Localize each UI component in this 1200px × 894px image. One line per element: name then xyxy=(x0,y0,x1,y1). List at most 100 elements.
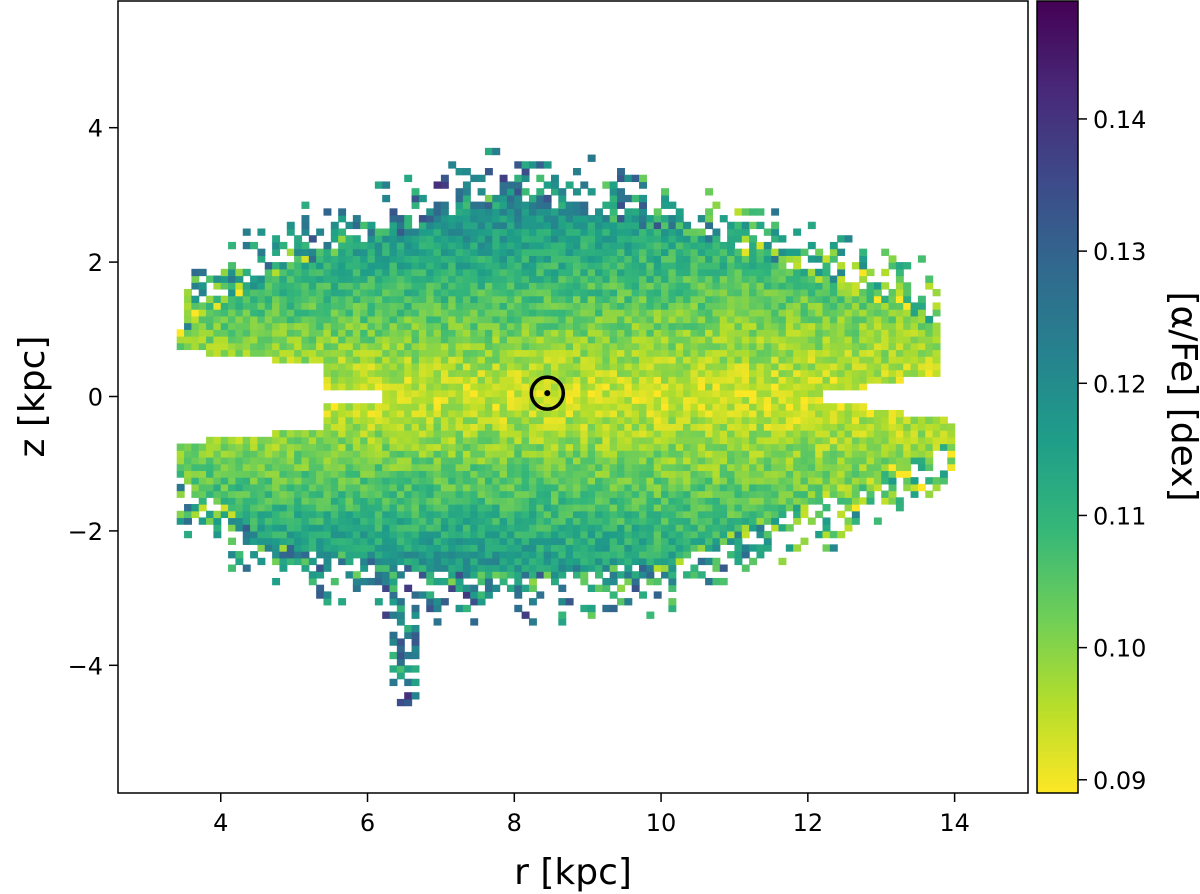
heatmap-bin xyxy=(624,208,633,216)
heatmap-bin xyxy=(235,443,244,451)
heatmap-bin xyxy=(624,356,633,364)
heatmap-bin xyxy=(829,450,838,458)
heatmap-bin xyxy=(910,490,919,498)
heatmap-bin xyxy=(316,551,325,559)
heatmap-bin xyxy=(213,456,222,465)
heatmap-bin xyxy=(338,336,347,344)
heatmap-bin xyxy=(815,443,824,451)
heatmap-bin xyxy=(396,672,405,680)
heatmap-bin xyxy=(815,282,824,290)
heatmap-bin xyxy=(301,551,310,559)
heatmap-bin xyxy=(866,490,875,498)
heatmap-bin xyxy=(492,147,501,156)
heatmap-bin xyxy=(624,315,633,324)
heatmap-bin xyxy=(492,389,501,398)
heatmap-bin xyxy=(279,524,288,532)
heatmap-bin xyxy=(286,497,295,505)
heatmap-bin xyxy=(829,309,838,317)
heatmap-bin xyxy=(661,490,669,498)
heatmap-bin xyxy=(646,302,655,310)
heatmap-bin xyxy=(198,450,207,458)
heatmap-bin xyxy=(543,215,552,223)
heatmap-bin xyxy=(697,275,706,283)
heatmap-bin xyxy=(433,483,442,492)
heatmap-bin xyxy=(184,322,192,330)
heatmap-bin xyxy=(668,241,677,250)
heatmap-bin xyxy=(411,322,420,330)
heatmap-bin xyxy=(257,537,266,545)
heatmap-bin xyxy=(184,342,192,351)
heatmap-bin xyxy=(668,255,677,263)
heatmap-bin xyxy=(521,329,530,337)
heatmap-bin xyxy=(587,483,596,492)
heatmap-bin xyxy=(763,470,772,478)
heatmap-bin xyxy=(404,436,413,445)
heatmap-bin xyxy=(440,396,449,404)
heatmap-bin xyxy=(448,409,457,418)
heatmap-bin xyxy=(492,497,501,505)
heatmap-bin xyxy=(264,510,273,519)
heatmap-bin xyxy=(404,215,413,223)
heatmap-bin xyxy=(294,241,303,250)
heatmap-bin xyxy=(653,551,662,559)
heatmap-bin xyxy=(661,315,669,324)
heatmap-bin xyxy=(609,194,618,203)
heatmap-bin xyxy=(653,470,662,478)
heatmap-bin xyxy=(528,248,537,256)
heatmap-bin xyxy=(653,356,662,364)
heatmap-bin xyxy=(330,255,339,263)
heatmap-bin xyxy=(462,443,471,451)
heatmap-bin xyxy=(462,268,471,277)
heatmap-bin xyxy=(528,221,537,230)
heatmap-bin xyxy=(250,490,259,498)
heatmap-bin xyxy=(719,517,728,525)
heatmap-bin xyxy=(712,423,721,431)
heatmap-bin xyxy=(822,430,831,438)
heatmap-bin xyxy=(690,409,699,418)
heatmap-bin xyxy=(484,436,493,445)
heatmap-bin xyxy=(455,369,464,377)
heatmap-bin xyxy=(470,456,479,465)
heatmap-bin xyxy=(257,483,266,492)
heatmap-bin xyxy=(697,248,706,256)
heatmap-bin xyxy=(338,483,347,492)
heatmap-bin xyxy=(316,456,325,465)
heatmap-bin xyxy=(565,268,574,277)
heatmap-bin xyxy=(506,336,515,344)
heatmap-bin xyxy=(822,295,831,304)
heatmap-bin xyxy=(492,241,501,250)
heatmap-bin xyxy=(492,383,501,391)
heatmap-bin xyxy=(514,409,523,418)
heatmap-bin xyxy=(330,309,339,317)
heatmap-bin xyxy=(763,275,772,283)
heatmap-bin xyxy=(741,497,750,505)
heatmap-bin xyxy=(602,403,611,411)
heatmap-bin xyxy=(653,362,662,371)
heatmap-bin xyxy=(426,255,435,263)
heatmap-bin xyxy=(272,356,281,364)
heatmap-bin xyxy=(352,577,361,586)
heatmap-bin xyxy=(683,275,692,283)
heatmap-bin xyxy=(785,275,794,283)
heatmap-bin xyxy=(360,336,369,344)
heatmap-bin xyxy=(360,490,369,498)
heatmap-bin xyxy=(932,423,941,431)
heatmap-bin xyxy=(374,241,383,250)
heatmap-bin xyxy=(308,537,317,545)
heatmap-bin xyxy=(697,376,706,384)
heatmap-bin xyxy=(815,362,824,371)
heatmap-bin xyxy=(624,396,633,404)
heatmap-bin xyxy=(925,349,934,357)
heatmap-bin xyxy=(521,396,530,404)
heatmap-bin xyxy=(661,456,669,465)
heatmap-bin xyxy=(690,456,699,465)
heatmap-bin xyxy=(528,477,537,485)
heatmap-bin xyxy=(580,577,589,586)
heatmap-bin xyxy=(360,302,369,310)
heatmap-bin xyxy=(609,302,618,310)
heatmap-bin xyxy=(286,436,295,445)
heatmap-bin xyxy=(367,524,376,532)
heatmap-bin xyxy=(484,356,493,364)
heatmap-bin xyxy=(815,336,824,344)
heatmap-bin xyxy=(382,497,391,505)
